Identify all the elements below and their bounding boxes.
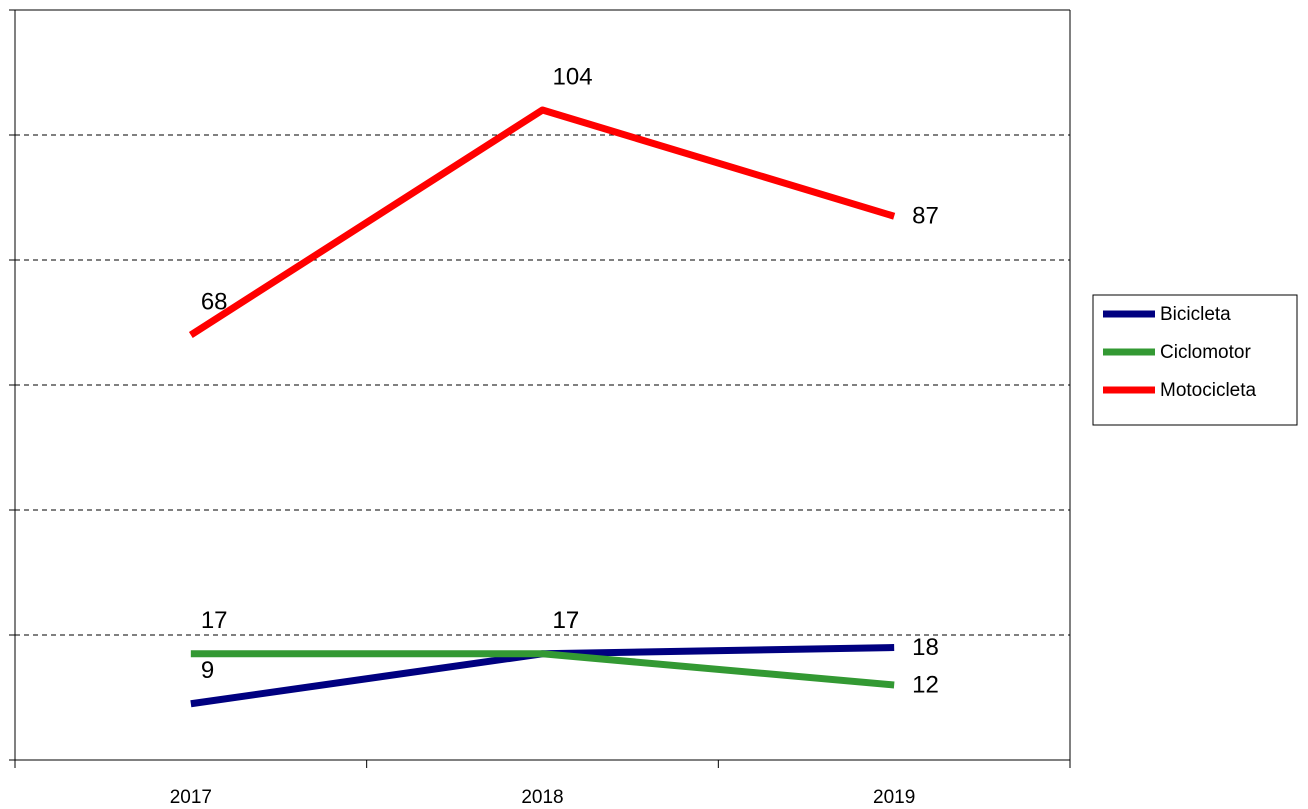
data-label: 68	[201, 288, 228, 315]
data-label: 18	[912, 634, 939, 661]
line-series	[190, 650, 895, 689]
line-series	[188, 106, 896, 338]
x-tick-label: 2017	[170, 787, 212, 808]
data-label: 12	[912, 671, 939, 698]
data-label: 9	[201, 657, 214, 684]
data-label: 17	[201, 607, 228, 634]
legend-label: Ciclomotor	[1160, 342, 1251, 363]
data-label: 17	[553, 607, 580, 634]
legend-label: Bicicleta	[1160, 304, 1231, 325]
legend-label: Motocicleta	[1160, 380, 1257, 401]
x-tick-label: 2018	[521, 787, 563, 808]
data-label: 104	[553, 63, 593, 90]
data-label: 87	[912, 203, 939, 230]
data-label: 17	[553, 607, 580, 634]
x-tick-label: 2019	[873, 787, 915, 808]
